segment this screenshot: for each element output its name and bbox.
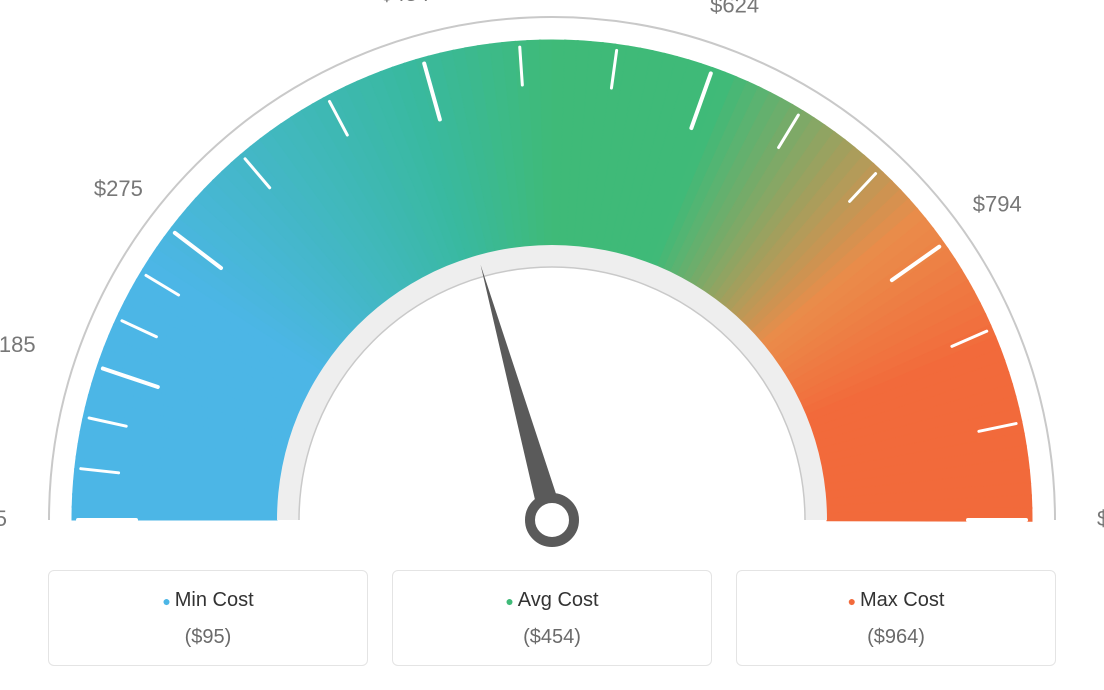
legend-min-value: ($95) [59,626,357,649]
gauge-tick-label: $624 [710,0,759,17]
gauge-tick-label: $964 [1097,506,1104,531]
legend-max-value: ($964) [747,626,1045,649]
legend-card-max: Max Cost ($964) [736,570,1056,666]
legend-card-min: Min Cost ($95) [48,570,368,666]
legend-avg-value: ($454) [403,626,701,649]
gauge-tick-label: $185 [0,332,36,357]
gauge-hub [530,498,574,542]
legend-min-label: Min Cost [59,589,357,612]
legend-row: Min Cost ($95) Avg Cost ($454) Max Cost … [0,570,1104,666]
gauge-tick-label: $275 [94,176,143,201]
gauge-tick-label: $454 [381,0,430,6]
legend-card-avg: Avg Cost ($454) [392,570,712,666]
gauge-tick-label: $95 [0,506,7,531]
gauge-svg: $95 $185 $275 $454 $624 $794 $964 [0,0,1104,560]
gauge-chart: $95 $185 $275 $454 $624 $794 $964 [0,0,1104,560]
gauge-tick-label: $794 [973,192,1022,217]
legend-avg-label: Avg Cost [403,589,701,612]
gauge-arc [72,40,1032,521]
gauge-needle [481,265,564,523]
legend-max-label: Max Cost [747,589,1045,612]
